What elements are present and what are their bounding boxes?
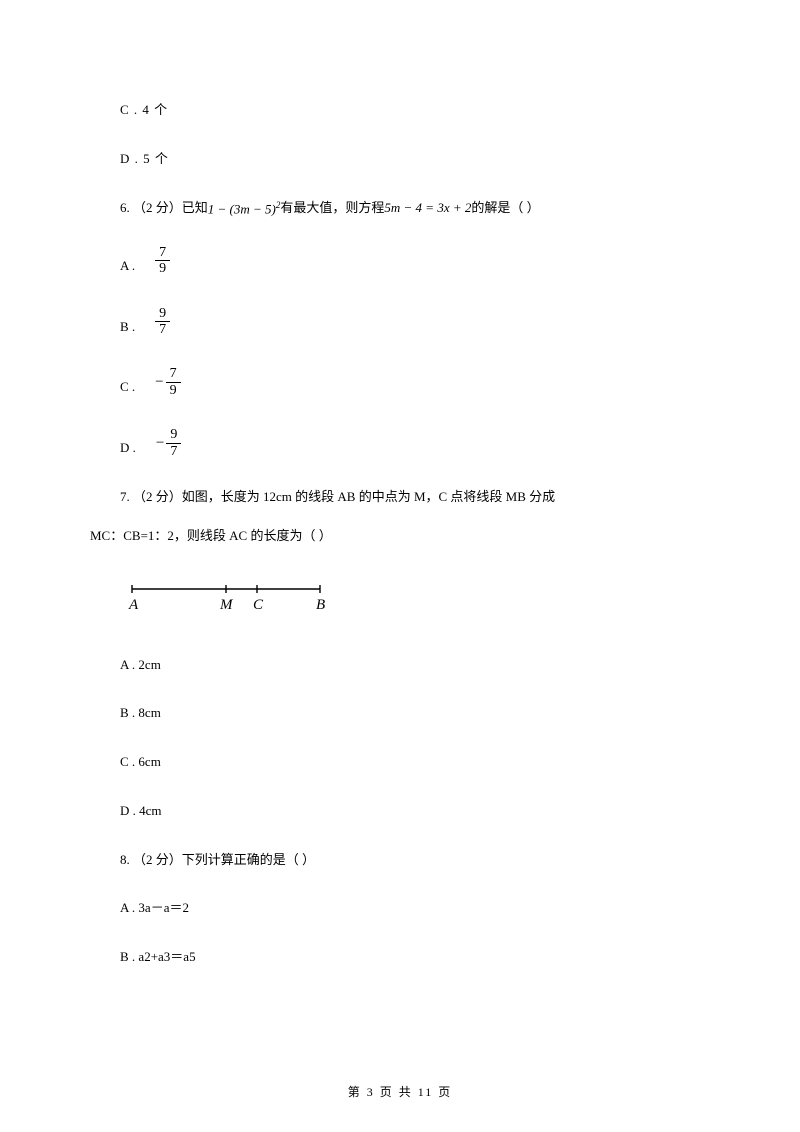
question-7-stem-line1: 7. （2 分）如图，长度为 12cm 的线段 AB 的中点为 M，C 点将线段… [120,487,710,508]
fraction-icon: 9 7 [155,306,170,338]
point-b-label: B [316,597,325,613]
question-8-stem: 8. （2 分）下列计算正确的是（ ） [120,850,710,871]
q6-expr: 1 − (3m − 5)2 [208,198,281,220]
option-letter: A . [120,900,135,915]
option-text: 4cm [139,803,161,818]
q6-option-b: B . 9 7 [120,305,710,338]
q8-option-a: A . 3a－a＝2 [120,898,710,919]
option-letter: D . [120,803,136,818]
q6-suffix: 的解是（ ） [471,198,539,219]
q7-option-b: B . 8cm [120,703,710,724]
option-text: 5 个 [143,151,169,166]
option-text: 2cm [138,657,160,672]
q6-equation: 5m − 4 = 3x + 2 [384,198,471,219]
q6-option-d: D . − 9 7 [120,426,710,459]
option-letter: A . [120,657,135,672]
page-footer: 第 3 页 共 11 页 [0,1083,800,1102]
option-letter: B . [120,317,135,338]
prev-option-d: D . 5 个 [120,149,710,170]
q6-option-a: A . 7 9 [120,244,710,277]
q6-option-c: C . − 7 9 [120,365,710,398]
option-text: 4 个 [142,102,168,117]
q7-option-c: C . 6cm [120,752,710,773]
question-7-stem-line2: MC：CB=1：2，则线段 AC 的长度为（ ） [90,526,710,547]
line-segment-diagram: A M C B [120,579,710,619]
option-text: 6cm [138,754,160,769]
option-letter: C . [120,377,135,398]
prev-option-c: C . 4 个 [120,100,710,121]
point-m-label: M [219,597,234,613]
neg-fraction-icon: − 7 9 [155,366,180,398]
q8-option-b: B . a2+a3＝a5 [120,947,710,968]
q6-prefix: 6. （2 分）已知 [120,198,208,219]
option-letter: B . [120,705,135,720]
point-a-label: A [128,597,139,613]
option-text: a2+a3＝a5 [138,949,195,964]
question-6-stem: 6. （2 分）已知 1 − (3m − 5)2 有最大值，则方程 5m − 4… [120,198,710,220]
option-letter: B . [120,949,135,964]
option-text: 8cm [138,705,160,720]
fraction-icon: 7 9 [155,245,170,277]
option-letter: C . [120,754,135,769]
option-text: 3a－a＝2 [138,900,189,915]
option-letter: C . [120,102,138,117]
option-letter: A . [120,256,135,277]
option-letter: D . [120,438,136,459]
option-letter: D . [120,151,139,166]
q6-mid: 有最大值，则方程 [280,198,384,219]
point-c-label: C [253,597,264,613]
q7-option-d: D . 4cm [120,801,710,822]
neg-fraction-icon: − 9 7 [156,427,181,459]
q7-option-a: A . 2cm [120,655,710,676]
